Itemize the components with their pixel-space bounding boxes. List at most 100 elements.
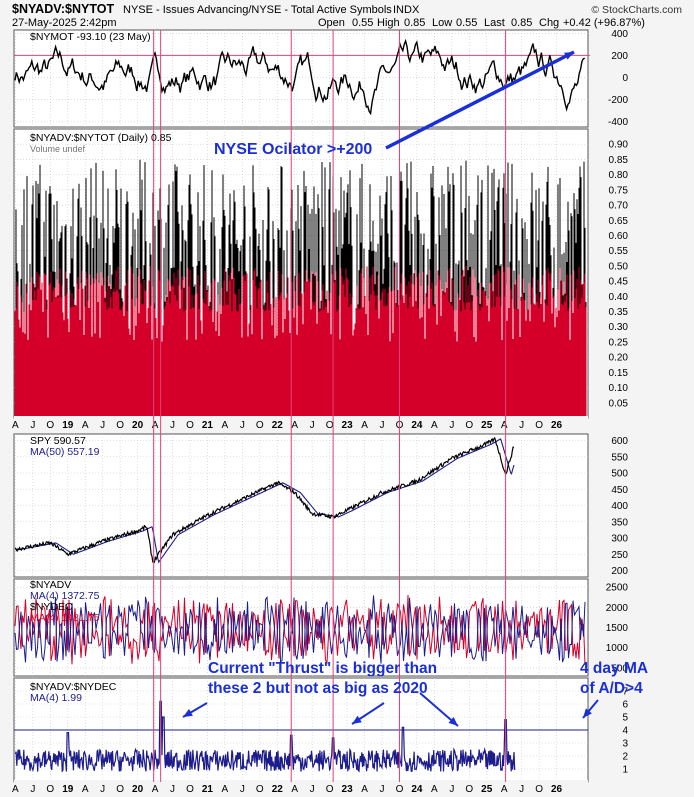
x-tick-label: J <box>30 420 35 431</box>
nydec-ma-label: MA(4) 1481.75 <box>30 612 100 624</box>
volume-label: Volume undef <box>30 144 86 154</box>
ratio-line <box>14 700 516 773</box>
nyadv-line <box>14 595 586 664</box>
x-tick-label: J <box>519 420 524 431</box>
x-tick-label: O <box>46 784 54 795</box>
arrow-head <box>448 717 458 726</box>
x-tick-label: A <box>152 420 159 431</box>
chg-value: +0.42 (+96.87%) <box>563 17 645 29</box>
nyadv-label: $NYADV <box>30 579 71 591</box>
adv-dec-ratio-panel: 7 6 5 4 3 2 1 <box>13 677 628 783</box>
x-tick-label: A <box>361 784 368 795</box>
y-tick-label: 0.15 <box>609 368 629 379</box>
x-tick-label: A <box>152 784 159 795</box>
thrust-annotation-line1: Current "Thrust" is bigger than <box>208 660 437 677</box>
y-tick-label: 0.20 <box>609 353 629 364</box>
ma50-line <box>15 438 515 564</box>
nyadv-ma-label: MA(4) 1372.75 <box>30 590 100 602</box>
ma-annotation-line1: 4 day MA <box>580 660 648 677</box>
high-value: 0.85 <box>404 17 425 29</box>
y-tick-label: 350 <box>611 517 628 528</box>
y-tick-label: 400 <box>611 29 628 40</box>
open-value: 0.55 <box>352 17 373 29</box>
x-tick-label: 22 <box>272 784 284 795</box>
y-tick-label: 0.35 <box>609 307 629 318</box>
axis-band <box>14 416 588 430</box>
spy-label: SPY 590.57 <box>30 435 86 447</box>
x-axis-bottom: A J O 19 A J O 20 A J O 21 A J O 22 A J O 23 A J O 24 A J O 25 A J O 26 <box>12 780 588 795</box>
x-tick-label: J <box>240 420 245 431</box>
x-tick-label: O <box>46 420 54 431</box>
x-tick-label: J <box>380 784 385 795</box>
y-tick-label: 0.40 <box>609 292 629 303</box>
nyadv-ratio-label: $NYADV:$NYTOT (Daily) 0.85 <box>30 132 172 144</box>
adv-dec-panel: 2500 2000 1500 1000 500 <box>13 578 629 677</box>
arrow-head <box>564 52 574 60</box>
x-tick-label: 21 <box>202 420 214 431</box>
low-label: Low <box>432 17 452 29</box>
y-tick-label: 250 <box>611 550 628 561</box>
x-tick-label: J <box>30 784 35 795</box>
y-tick-label: 0.50 <box>609 261 629 272</box>
y-tick-label: 5 <box>622 713 628 724</box>
x-tick-label: O <box>535 420 543 431</box>
y-tick-label: 7 <box>622 687 628 698</box>
y-tick-label: -400 <box>608 117 628 128</box>
x-tick-label: J <box>170 420 175 431</box>
x-tick-label: A <box>12 784 19 795</box>
x-tick-label: A <box>291 784 298 795</box>
x-tick-label: A <box>291 420 298 431</box>
x-tick-label: A <box>12 420 19 431</box>
last-value: 0.85 <box>511 17 532 29</box>
nymot-label: $NYMOT -93.10 (23 May) <box>30 31 151 43</box>
y-tick-label: 1000 <box>606 643 629 654</box>
spy-panel: 600 550 500 450 400 350 300 250 200 <box>13 433 628 578</box>
ohlc-row: Open 0.55 High 0.85 Low 0.55 Last 0.85 C… <box>318 17 645 29</box>
x-tick-label: 19 <box>62 420 74 431</box>
nymot-panel: 400 200 0 -200 -400 <box>13 29 628 128</box>
ma-annotation-line2: of A/D>4 <box>580 680 643 697</box>
y-tick-label: 0.75 <box>609 185 629 196</box>
thrust-annotation-line2: these 2 but not as big as 2020 <box>208 680 428 697</box>
last-label: Last <box>484 17 505 29</box>
x-tick-label: O <box>396 784 404 795</box>
y-tick-label: 0 <box>622 73 628 84</box>
y-tick-label: 400 <box>611 501 628 512</box>
x-tick-label: J <box>100 784 105 795</box>
y-tick-label: 2 <box>622 752 628 763</box>
brand-logo: © StockCharts.com <box>591 4 682 16</box>
chart-date: 27-May-2025 2:42pm <box>12 17 117 29</box>
y-tick-label: 2500 <box>606 583 629 594</box>
y-tick-label: 300 <box>611 534 628 545</box>
x-tick-label: A <box>501 784 508 795</box>
x-tick-label: A <box>431 784 438 795</box>
y-tick-label: 0.85 <box>609 155 629 166</box>
x-tick-label: O <box>326 420 334 431</box>
y-tick-label: 3 <box>622 739 628 750</box>
x-tick-label: J <box>310 420 315 431</box>
y-tick-label: 1500 <box>606 623 629 634</box>
x-tick-label: A <box>222 420 229 431</box>
y-tick-label: 500 <box>611 663 628 674</box>
axis-band <box>14 780 588 794</box>
y-tick-label: 4 <box>622 726 628 737</box>
panel-frame <box>13 433 589 578</box>
x-tick-label: A <box>82 784 89 795</box>
y-tick-label: 0.30 <box>609 322 629 333</box>
x-tick-label: O <box>465 784 473 795</box>
x-tick-label: J <box>170 784 175 795</box>
annotation-arrow <box>385 50 575 150</box>
arrow-head <box>352 715 362 724</box>
y-tick-label: 550 <box>611 452 628 463</box>
spy-line <box>14 436 515 564</box>
low-value: 0.55 <box>456 17 477 29</box>
x-tick-label: J <box>100 420 105 431</box>
x-tick-label: A <box>222 784 229 795</box>
y-tick-label: 0.10 <box>609 383 629 394</box>
y-tick-label: 0.55 <box>609 246 629 257</box>
y-tick-label: 6 <box>622 700 628 711</box>
open-label: Open <box>318 17 345 29</box>
nyadv-ratio-panel: 0.90 0.85 0.80 0.75 0.70 0.65 0.60 0.55 0.50 0.45… <box>13 128 629 419</box>
x-tick-label: A <box>82 420 89 431</box>
